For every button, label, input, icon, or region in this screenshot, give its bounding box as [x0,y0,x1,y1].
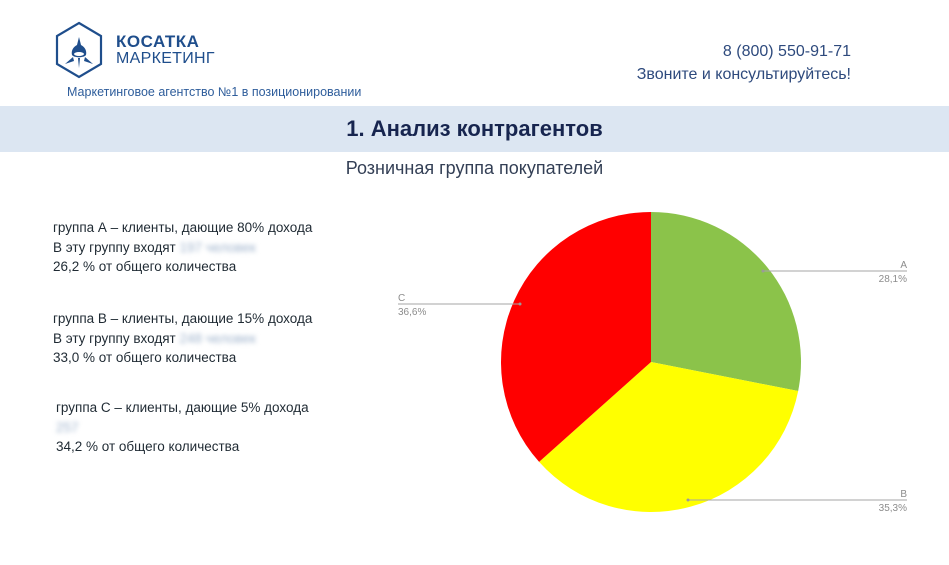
leader-dot [518,302,522,306]
group-a-count-prefix: В эту группу входят [53,239,176,255]
group-c-description: группа С – клиенты, дающие 5% дохода 257… [56,398,309,457]
group-b-count-line: В эту группу входят 248 человек [53,329,312,349]
chart-subtitle: Розничная группа покупателей [345,158,604,178]
title-band [0,106,949,152]
group-b-count-blurred: 248 человек [179,330,256,346]
phone-number[interactable]: 8 (800) 550-91-71 [722,43,851,60]
leader-dot [761,269,765,273]
group-c-count-blurred: 257 [56,419,79,435]
group-b-count-prefix: В эту группу входят [53,330,176,346]
pie-label-b: B 35,3% [686,489,907,514]
pie-label-c: C 36,6% [398,293,522,318]
pie-label-category: B [900,489,907,500]
logo-name-line1: КОСАТКА [116,32,200,51]
group-a-count-line: В эту группу входят 197 человек [53,238,312,258]
group-b-description: группа В – клиенты, дающие 15% дохода В … [53,309,312,368]
pie-slice-a [651,212,801,392]
pie-label-category: A [900,260,907,271]
group-b-share-line: 33,0 % от общего количества [53,350,237,365]
pie-label-a: A 28,1% [761,260,907,285]
group-a-income-line: группа А – клиенты, дающие 80% дохода [53,220,313,235]
pie-label-value: 35,3% [879,503,907,514]
logo-name-line2: МАРКЕТИНГ [116,50,215,67]
group-c-income-line: группа С – клиенты, дающие 5% дохода [56,400,309,415]
group-c-share-line: 34,2 % от общего количества [56,439,240,454]
leader-dot [686,498,690,502]
group-a-description: группа А – клиенты, дающие 80% дохода В … [53,218,312,277]
section-title: 1. Анализ контрагентов [346,116,603,141]
pie-label-value: 36,6% [398,307,426,318]
group-c-count-line: 257 [56,418,309,438]
group-a-share-line: 26,2 % от общего количества [53,259,237,274]
tagline: Маркетинговое агентство №1 в позициониро… [67,85,362,99]
pie-label-category: C [398,293,405,304]
pie-slice-b [539,362,799,512]
pie-label-value: 28,1% [879,274,907,285]
pie-slice-c [501,212,651,462]
logo-icon [54,21,104,79]
group-b-income-line: группа В – клиенты, дающие 15% дохода [53,311,313,326]
call-to-action: Звоните и консультируйтесь! [636,66,851,83]
orca-hexagon-icon [55,21,103,79]
group-a-count-blurred: 197 человек [179,239,256,255]
